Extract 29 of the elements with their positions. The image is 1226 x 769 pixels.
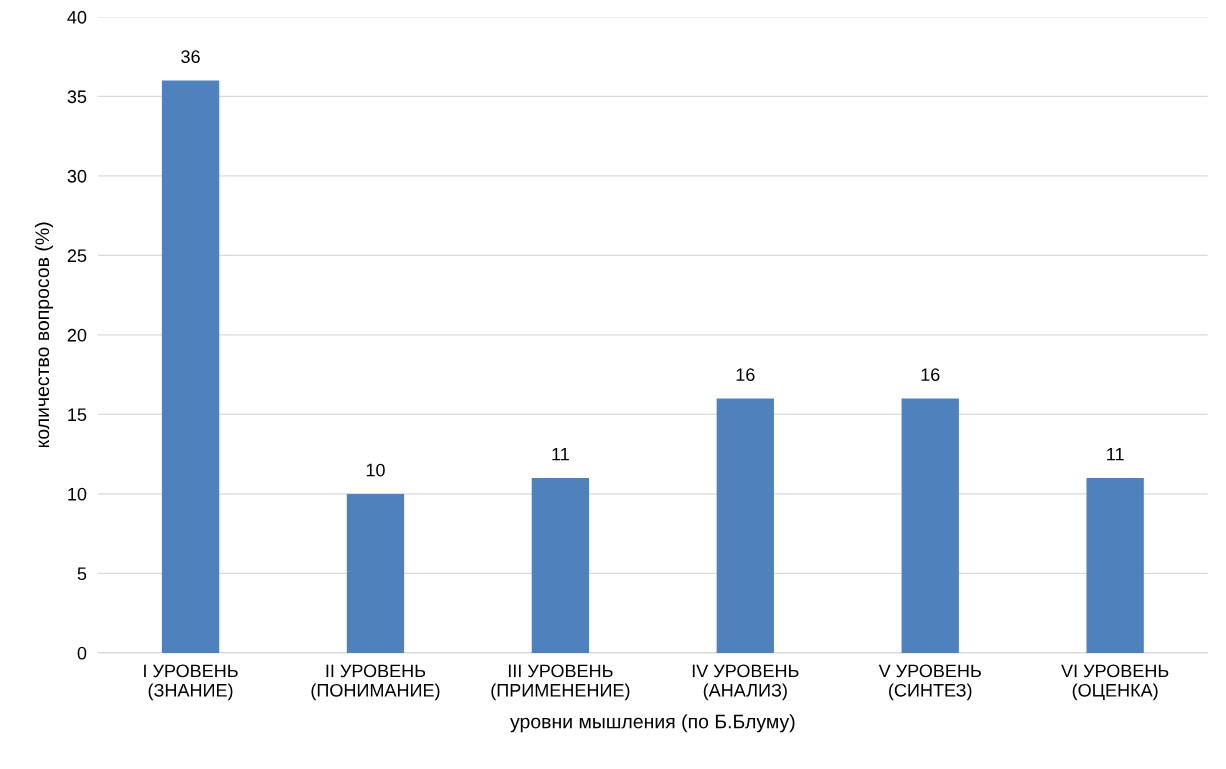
- y-tick-label: 30: [67, 169, 87, 183]
- y-tick-label: 15: [68, 408, 87, 422]
- x-tick-label: V УРОВЕНЬ (СИНТЕЗ): [878, 664, 981, 701]
- data-label: 11: [1107, 447, 1124, 461]
- y-tick-label: 25: [67, 249, 87, 263]
- bar: [531, 477, 590, 653]
- y-tick-label: 0: [77, 646, 87, 660]
- y-tick-label: 10: [68, 487, 87, 501]
- x-tick-label: I УРОВЕНЬ (ЗНАНИЕ): [144, 664, 238, 701]
- x-tick-label: II УРОВЕНЬ (ПОНИМАНИЕ): [311, 664, 440, 701]
- bar: [1086, 477, 1144, 653]
- x-axis-title: уровни мышления (по Б.Блуму): [510, 714, 795, 733]
- data-label: 36: [181, 50, 200, 64]
- y-axis-title: количество вопросов (%): [34, 222, 53, 448]
- bar: [901, 398, 959, 653]
- y-tick-label: 35: [67, 90, 87, 104]
- bar: [161, 80, 220, 653]
- data-label: 10: [366, 463, 385, 477]
- bar: [346, 493, 405, 653]
- y-tick-label: 20: [67, 328, 87, 342]
- x-tick-label: IV УРОВЕНЬ (АНАЛИЗ): [692, 664, 799, 701]
- data-label: 11: [552, 447, 569, 461]
- data-label: 16: [736, 368, 755, 382]
- bar: [716, 398, 774, 653]
- data-label: 16: [921, 368, 940, 382]
- x-tick-label: III УРОВЕНЬ (ПРИМЕНЕНИЕ): [491, 664, 630, 701]
- x-tick-label: VI УРОВЕНЬ (ОЦЕНКА): [1061, 664, 1169, 701]
- y-tick-label: 5: [77, 567, 87, 581]
- y-tick-label: 40: [67, 10, 87, 24]
